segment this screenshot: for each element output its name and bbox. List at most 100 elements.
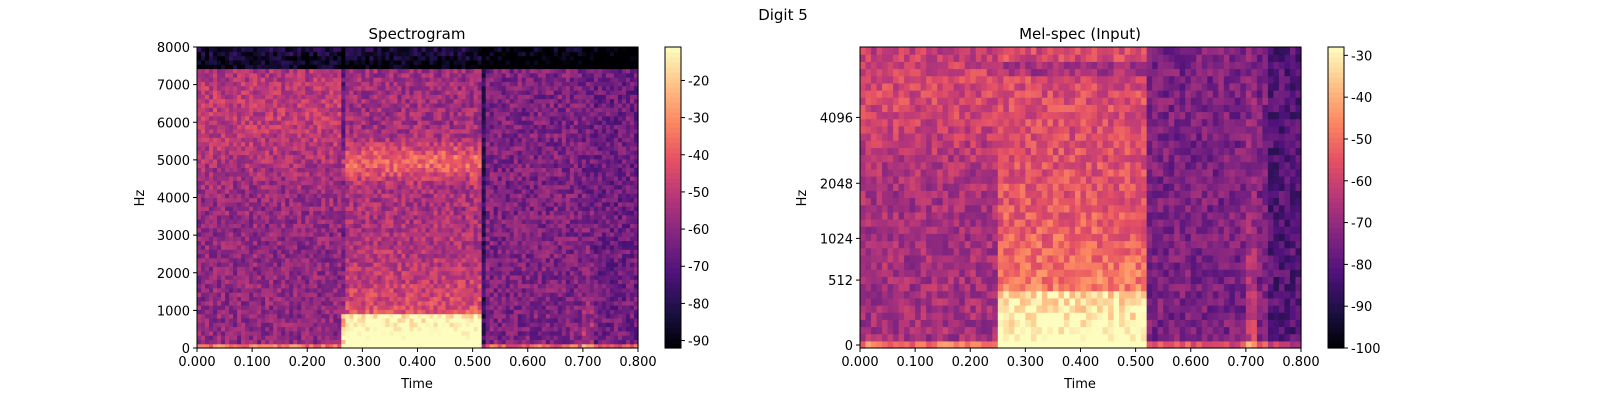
heat-cell	[301, 287, 306, 293]
heat-cell	[445, 322, 451, 328]
heat-cell	[241, 59, 246, 65]
heat-cell	[433, 115, 439, 121]
heat-cell	[337, 154, 342, 160]
heat-cell	[297, 223, 302, 229]
heat-cell	[401, 133, 407, 138]
heat-cell	[289, 64, 294, 70]
heat-cell	[441, 68, 447, 74]
heat-cell	[389, 287, 395, 293]
heat-cell	[325, 253, 330, 259]
heat-cell	[441, 201, 447, 207]
heat-cell	[353, 309, 358, 315]
heat-cell	[425, 77, 431, 82]
heat-cell	[461, 214, 467, 220]
heat-cell	[273, 145, 278, 151]
heat-cell	[285, 102, 290, 108]
heat-cell	[449, 145, 455, 151]
heat-cell	[385, 55, 391, 61]
heat-cell	[349, 120, 354, 125]
heat-cell	[345, 137, 350, 143]
heat-cell	[381, 107, 387, 113]
heat-cell	[389, 120, 395, 125]
heat-cell	[393, 51, 399, 57]
heat-cell	[361, 244, 366, 250]
heat-cell	[345, 98, 350, 104]
heat-cell	[469, 257, 475, 263]
heat-cell	[401, 77, 407, 82]
heat-cell	[205, 64, 210, 70]
heat-cell	[353, 90, 358, 95]
heat-cell	[417, 296, 423, 302]
heat-cell	[453, 313, 459, 319]
heat-cell	[433, 145, 439, 151]
heat-cell	[205, 287, 210, 293]
heat-cell	[221, 115, 226, 121]
heat-cell	[381, 102, 387, 108]
heat-cell	[353, 107, 358, 113]
heat-cell	[321, 244, 326, 250]
heat-cell	[365, 111, 370, 117]
heat-cell	[377, 210, 383, 216]
heat-cell	[353, 64, 358, 70]
heat-cell	[197, 309, 202, 315]
heat-cell	[469, 51, 475, 57]
heat-cell	[413, 102, 419, 108]
heat-cell	[429, 206, 435, 211]
heat-cell	[305, 98, 310, 104]
heat-cell	[349, 219, 354, 224]
heat-cell	[457, 111, 463, 117]
heat-cell	[481, 244, 487, 250]
heat-cell	[409, 339, 415, 345]
heat-cell	[405, 64, 411, 70]
heat-cell	[261, 339, 266, 345]
heat-cell	[401, 317, 407, 323]
heat-cell	[293, 249, 298, 254]
heat-cell	[477, 59, 483, 65]
heat-cell	[317, 133, 322, 138]
heat-cell	[345, 274, 350, 280]
heat-cell	[209, 102, 214, 108]
heat-cell	[281, 339, 286, 345]
heat-cell	[357, 274, 362, 280]
heat-cell	[269, 253, 274, 259]
heat-cell	[277, 167, 282, 173]
heat-cell	[405, 335, 411, 340]
heat-cell	[429, 171, 435, 177]
heat-cell	[341, 317, 346, 323]
heat-cell	[265, 128, 270, 134]
heat-cell	[233, 249, 238, 254]
heat-cell	[257, 326, 262, 332]
heat-cell	[465, 72, 471, 78]
heat-cell	[213, 219, 218, 224]
heat-cell	[401, 236, 407, 242]
heat-cell	[409, 322, 415, 328]
heat-cell	[233, 150, 238, 156]
heat-cell	[465, 68, 471, 74]
heat-cell	[385, 339, 391, 345]
heat-cell	[425, 167, 431, 173]
heat-cell	[437, 231, 443, 237]
heat-cell	[417, 317, 423, 323]
heat-cell	[365, 335, 370, 340]
heat-cell	[449, 111, 455, 117]
heat-cell	[225, 317, 230, 323]
heat-cell	[265, 266, 270, 272]
heat-cell	[397, 154, 403, 160]
heat-cell	[409, 244, 415, 250]
heat-cell	[253, 193, 258, 199]
heat-cell	[309, 236, 314, 242]
heat-cell	[237, 167, 242, 173]
heat-cell	[253, 98, 258, 104]
heat-cell	[205, 305, 210, 310]
heat-cell	[249, 90, 254, 95]
heat-cell	[345, 279, 350, 285]
heat-cell	[289, 300, 294, 306]
heat-cell	[469, 77, 475, 82]
heat-cell	[265, 343, 270, 349]
heat-cell	[325, 163, 330, 168]
heat-cell	[409, 249, 415, 254]
heat-cell	[385, 214, 391, 220]
heat-cell	[333, 292, 338, 297]
heat-cell	[257, 68, 262, 74]
heat-cell	[417, 94, 423, 100]
